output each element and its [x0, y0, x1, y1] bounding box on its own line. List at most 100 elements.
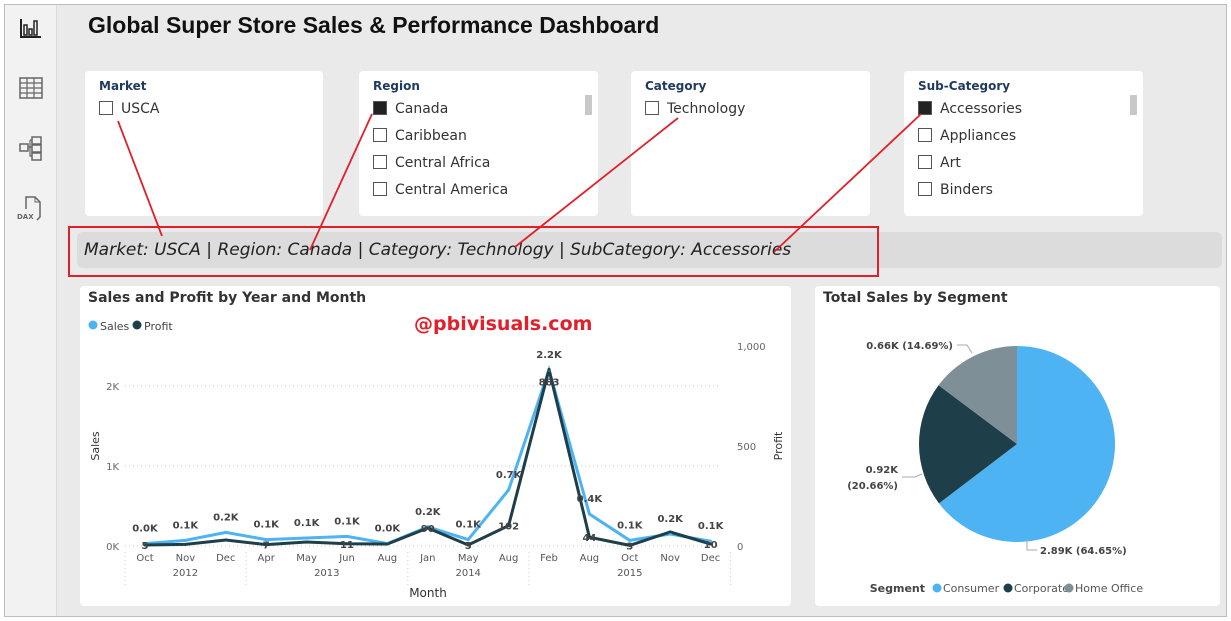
profit-data-label: 44	[582, 533, 596, 544]
slicer-option-usca[interactable]: USCA	[99, 100, 160, 118]
profit-data-label: 3	[626, 541, 633, 552]
x-tick-label: May	[458, 553, 479, 564]
legend-marker	[932, 583, 942, 593]
profit-point	[224, 538, 228, 542]
sales-point	[587, 512, 591, 516]
leader-line	[957, 344, 973, 354]
profit-point	[305, 540, 309, 544]
sales-point	[345, 534, 349, 538]
slicer-option-canada[interactable]: Canada	[373, 100, 448, 118]
slicer-option-accessories[interactable]: Accessories	[918, 100, 1022, 118]
checkbox[interactable]	[645, 101, 659, 115]
pie-slice-corporate	[919, 385, 1017, 504]
x-tick-label: Jan	[419, 553, 435, 564]
slicer-option-technology[interactable]: Technology	[645, 100, 745, 118]
checkbox[interactable]	[918, 128, 932, 142]
option-label: Canada	[395, 101, 449, 117]
legend-marker	[1003, 583, 1013, 593]
leader-line	[902, 473, 923, 478]
x-tick-label: Aug	[378, 553, 398, 564]
sales-data-label: 0.2K	[213, 512, 240, 523]
sales-data-label: 0.1K	[455, 520, 482, 531]
checkbox-checked[interactable]	[373, 101, 387, 115]
svg-text:DAX: DAX	[17, 213, 34, 221]
legend-label: Corporate	[1014, 582, 1069, 595]
year-label: 2013	[314, 568, 339, 579]
profit-data-label: 7	[263, 541, 270, 552]
profit-point	[668, 530, 672, 534]
chart-title: Sales and Profit by Year and Month	[88, 290, 367, 306]
sales-data-label: 0.2K	[657, 514, 684, 525]
annotation-box	[68, 226, 879, 277]
sales-point	[224, 530, 228, 534]
x-tick-label: Aug	[580, 553, 600, 564]
dax-query-icon[interactable]: DAX	[17, 195, 45, 221]
chart-title: Total Sales by Segment	[823, 290, 1008, 306]
option-label: Binders	[940, 182, 993, 198]
pie-data-label: 0.66K (14.69%)	[866, 341, 953, 352]
sales-data-label: 0.1K	[173, 520, 200, 531]
profit-data-label: 5	[465, 541, 472, 552]
annotation-arrow	[309, 113, 373, 251]
scrollbar[interactable]	[585, 95, 592, 115]
x-tick-label: Aug	[499, 553, 519, 564]
slicer-option-binders[interactable]: Binders	[918, 181, 993, 199]
sales-point	[709, 539, 713, 543]
sales-data-label: 0.0K	[132, 524, 159, 535]
option-label: Art	[940, 155, 961, 171]
checkbox[interactable]	[918, 155, 932, 169]
checkbox-checked[interactable]	[918, 101, 932, 115]
legend-title: Segment	[870, 582, 925, 595]
sales-point	[264, 538, 268, 542]
x-tick-label: May	[296, 553, 317, 564]
y-axis-title: Sales	[89, 431, 102, 461]
scrollbar[interactable]	[1130, 95, 1137, 115]
option-label: Technology	[667, 101, 746, 117]
sales-point	[183, 538, 187, 542]
year-label: 2014	[455, 568, 480, 579]
checkbox[interactable]	[373, 128, 387, 142]
sales-profit-line-chart: Sales and Profit by Year and Month	[80, 286, 791, 606]
legend-sales-label: Sales	[100, 320, 130, 333]
sales-data-label: 0.1K	[698, 521, 725, 532]
model-view-icon[interactable]	[17, 135, 45, 161]
profit-point	[507, 524, 511, 528]
table-view-icon[interactable]	[17, 75, 45, 101]
profit-data-label: 10	[704, 540, 718, 551]
slicer-option-caribbean[interactable]: Caribbean	[373, 127, 467, 145]
legend-marker	[1064, 583, 1074, 593]
slicer-option-art[interactable]: Art	[918, 154, 961, 172]
sales-data-label: 0.1K	[253, 520, 280, 531]
sales-point	[466, 538, 470, 542]
sales-data-label: 0.4K	[577, 494, 604, 505]
checkbox[interactable]	[918, 182, 932, 196]
checkbox[interactable]	[373, 182, 387, 196]
annotation-arrow	[514, 117, 679, 248]
checkbox[interactable]	[99, 101, 113, 115]
checkbox[interactable]	[373, 155, 387, 169]
profit-point	[466, 543, 470, 547]
profit-point	[143, 543, 147, 547]
slicer-header: Category	[645, 79, 707, 93]
profit-point	[385, 542, 389, 546]
slicer-option-appliances[interactable]: Appliances	[918, 127, 1016, 145]
x-tick-label: Oct	[136, 553, 153, 564]
profit-point	[709, 542, 713, 546]
y2-tick-label: 0	[737, 542, 743, 553]
profit-point	[587, 535, 591, 539]
year-label: 2012	[173, 568, 198, 579]
x-tick-label: Nov	[176, 553, 196, 564]
sales-data-label: 0.1K	[334, 516, 361, 527]
legend-label: Home Office	[1075, 582, 1143, 595]
option-label: Central America	[395, 182, 509, 198]
sales-point	[507, 488, 511, 492]
sales-data-label: 2.2K	[536, 350, 563, 361]
pie-slice-home-office	[938, 346, 1017, 444]
y2-axis-title: Profit	[772, 431, 785, 460]
profit-data-label: 90	[421, 524, 435, 535]
slicer-option-central-america[interactable]: Central America	[373, 181, 508, 199]
profit-data-label: 5	[142, 541, 149, 552]
slicer-option-central-africa[interactable]: Central Africa	[373, 154, 490, 172]
slicer-header: Region	[373, 79, 420, 93]
report-view-icon[interactable]	[17, 15, 45, 41]
